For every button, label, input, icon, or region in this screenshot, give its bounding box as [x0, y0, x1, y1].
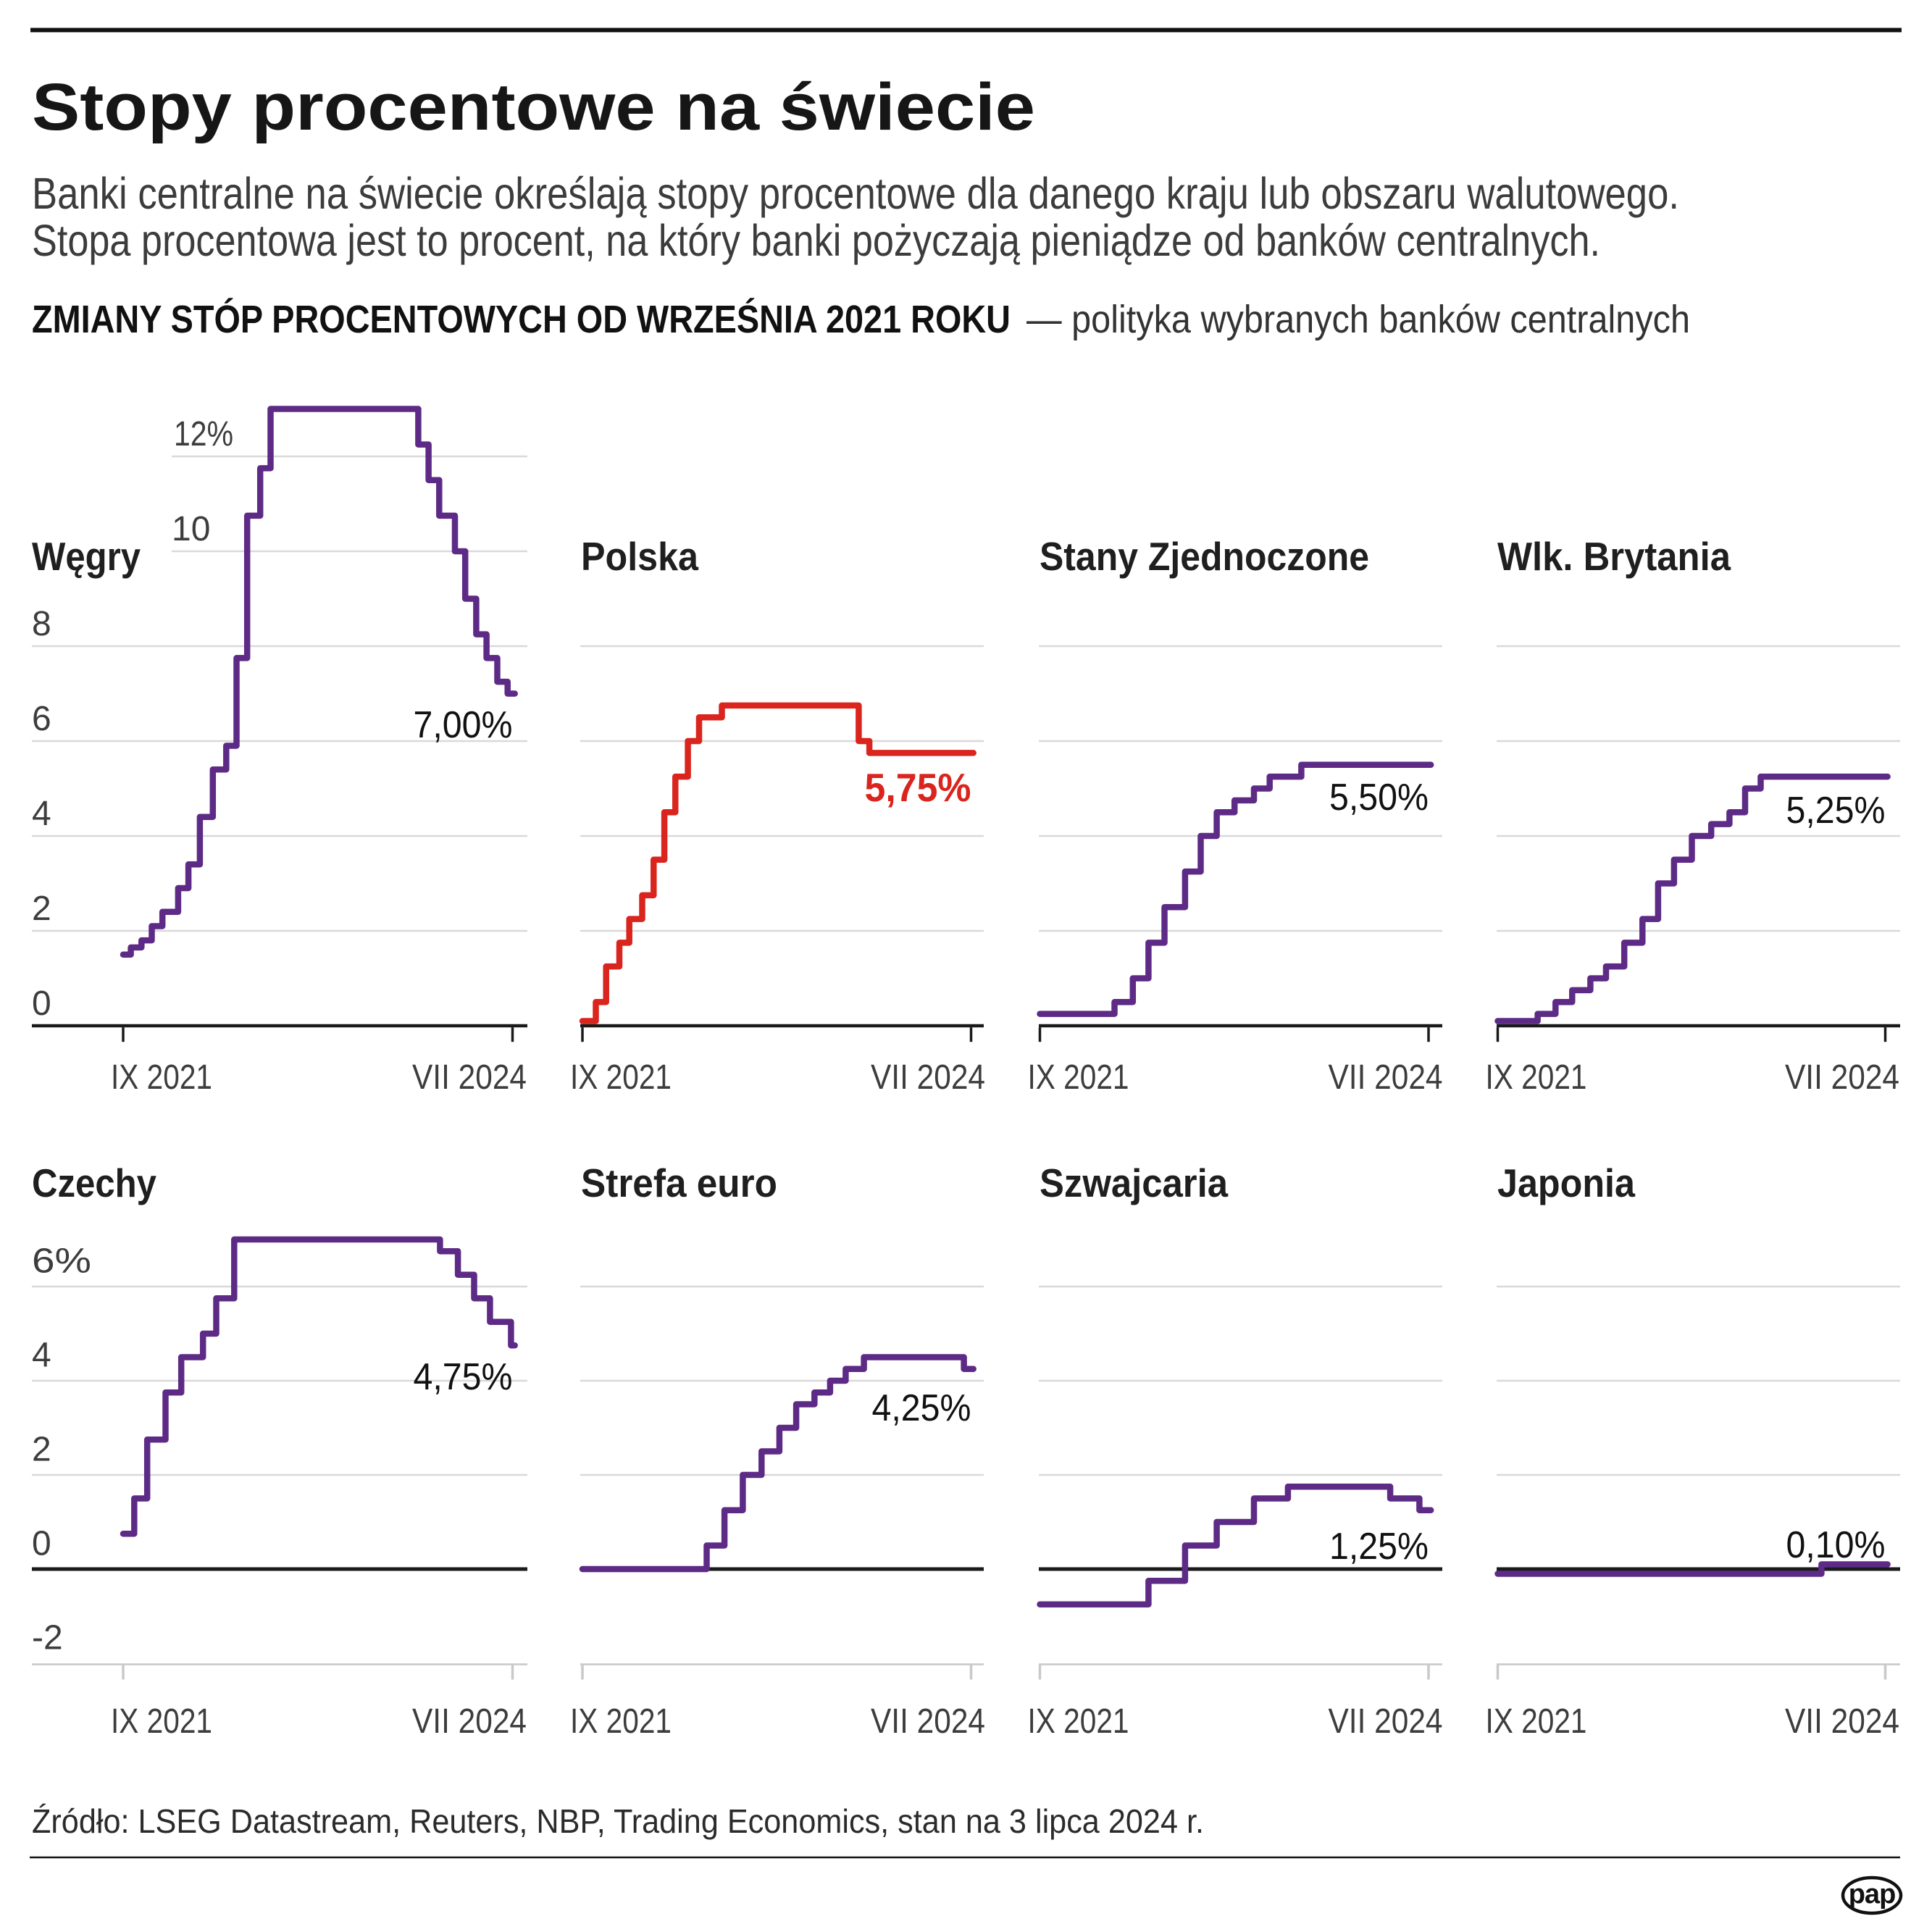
svg-text:VII 2024: VII 2024 — [871, 1702, 985, 1741]
svg-text:VII 2024: VII 2024 — [1329, 1702, 1443, 1741]
svg-text:0: 0 — [32, 1525, 51, 1563]
svg-text:8: 8 — [32, 605, 51, 643]
svg-text:IX 2021: IX 2021 — [1486, 1058, 1587, 1097]
svg-text:12%: 12% — [174, 415, 233, 453]
svg-text:Stopa procentowa jest to proce: Stopa procentowa jest to procent, na któ… — [32, 216, 1600, 265]
svg-text:4,75%: 4,75% — [414, 1356, 513, 1398]
svg-text:Stany Zjednoczone: Stany Zjednoczone — [1040, 534, 1369, 579]
svg-text:VII 2024: VII 2024 — [412, 1058, 527, 1097]
svg-text:Czechy: Czechy — [32, 1161, 156, 1205]
svg-text:10: 10 — [172, 510, 210, 548]
svg-text:Strefa euro: Strefa euro — [581, 1161, 777, 1205]
svg-text:IX 2021: IX 2021 — [1028, 1058, 1129, 1097]
svg-text:5,25%: 5,25% — [1786, 790, 1886, 832]
svg-text:Banki centralne na świecie okr: Banki centralne na świecie określają sto… — [32, 169, 1679, 218]
svg-text:0,10%: 0,10% — [1786, 1524, 1886, 1566]
svg-text:0: 0 — [32, 984, 51, 1023]
svg-text:VII 2024: VII 2024 — [871, 1058, 985, 1097]
svg-text:2: 2 — [32, 890, 51, 928]
svg-text:-2: -2 — [32, 1619, 63, 1657]
svg-text:7,00%: 7,00% — [414, 704, 513, 746]
svg-text:IX 2021: IX 2021 — [570, 1058, 672, 1097]
svg-text:Szwajcaria: Szwajcaria — [1040, 1161, 1228, 1205]
svg-text:6: 6 — [32, 700, 51, 738]
svg-text:ZMIANY STÓP PROCENTOWYCH OD WR: ZMIANY STÓP PROCENTOWYCH OD WRZEŚNIA 202… — [32, 298, 1011, 341]
svg-text:IX 2021: IX 2021 — [1028, 1702, 1129, 1741]
svg-text:Japonia: Japonia — [1497, 1161, 1635, 1205]
svg-text:VII 2024: VII 2024 — [1329, 1058, 1443, 1097]
svg-text:5,75%: 5,75% — [865, 765, 971, 810]
svg-text:IX 2021: IX 2021 — [111, 1058, 212, 1097]
svg-text:IX 2021: IX 2021 — [570, 1702, 672, 1741]
svg-text:5,50%: 5,50% — [1329, 777, 1429, 819]
svg-text:Wlk. Brytania: Wlk. Brytania — [1497, 534, 1731, 579]
svg-text:IX 2021: IX 2021 — [111, 1702, 212, 1741]
svg-text:4: 4 — [32, 1337, 51, 1375]
svg-text:IX 2021: IX 2021 — [1486, 1702, 1587, 1741]
svg-text:4,25%: 4,25% — [872, 1387, 971, 1429]
svg-text:pap: pap — [1849, 1879, 1896, 1910]
svg-text:VII 2024: VII 2024 — [1785, 1702, 1899, 1741]
svg-text:— polityka wybranych banków ce: — polityka wybranych banków centralnych — [1026, 298, 1690, 341]
svg-text:4: 4 — [32, 795, 51, 833]
svg-text:Węgry: Węgry — [32, 534, 141, 579]
svg-text:VII 2024: VII 2024 — [412, 1702, 527, 1741]
svg-text:1,25%: 1,25% — [1329, 1526, 1429, 1568]
svg-text:Źródło: LSEG Datastream, Reute: Źródło: LSEG Datastream, Reuters, NBP, T… — [32, 1802, 1204, 1840]
svg-text:Polska: Polska — [581, 534, 698, 579]
svg-text:VII 2024: VII 2024 — [1785, 1058, 1899, 1097]
svg-text:2: 2 — [32, 1431, 51, 1469]
svg-text:6%: 6% — [32, 1242, 91, 1281]
svg-text:Stopy procentowe na świecie: Stopy procentowe na świecie — [32, 70, 1035, 144]
